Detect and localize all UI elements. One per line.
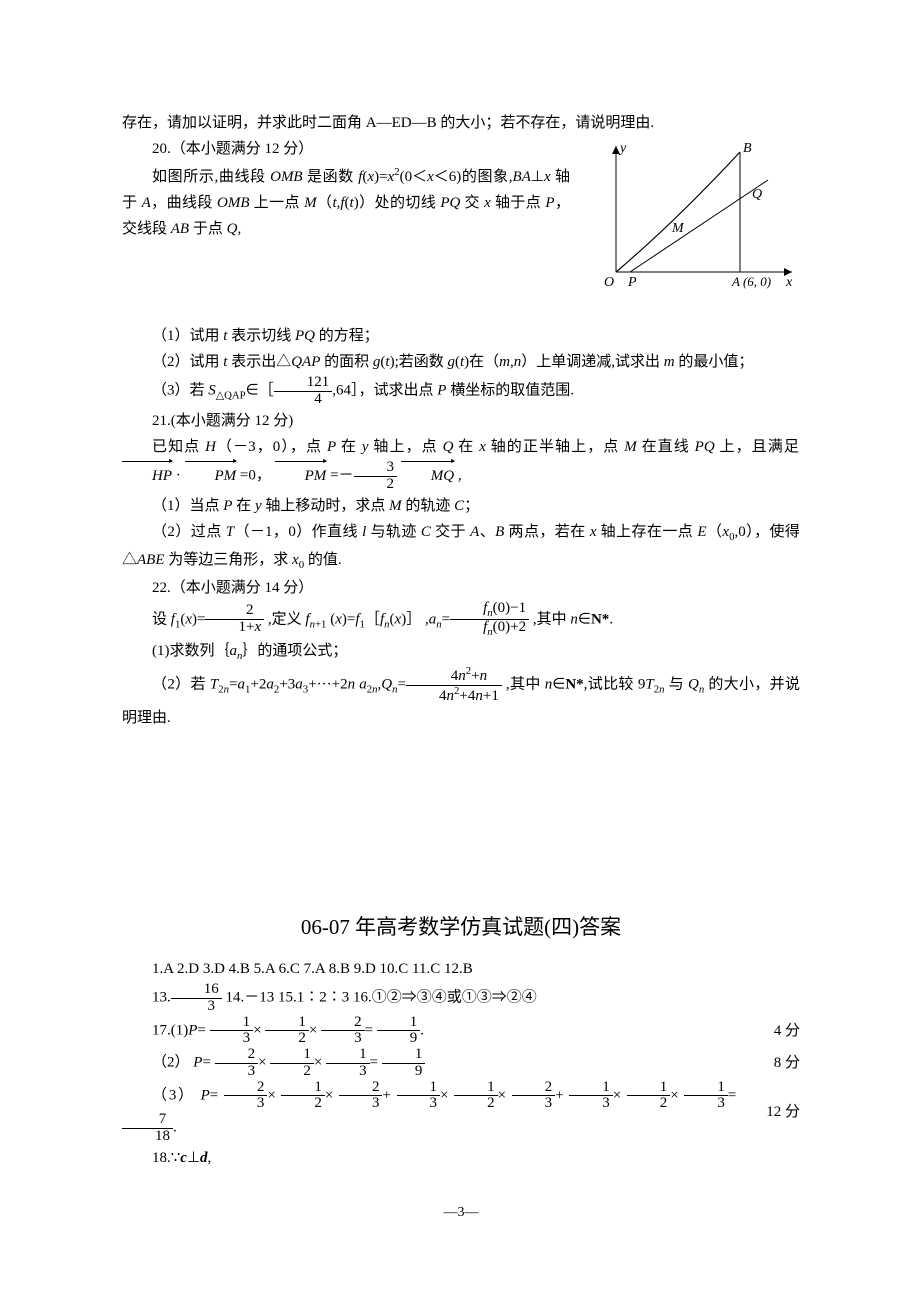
score-12: 12 分 (736, 1099, 800, 1125)
q21-sub1: （1）当点 P 在 y 轴上移动时，求点 M 的轨迹 C； (122, 493, 800, 519)
answers-fill: 13.163 14.－13 15.1∶2∶3 16.①②⇒③④或①③⇒②④ (122, 982, 800, 1015)
answers-mc: 1.A 2.D 3.D 4.B 5.A 6.C 7.A 8.B 9.D 10.C… (122, 956, 800, 982)
answer-17-2: （2） P= 23× 12× 13= 19 8 分 (122, 1047, 800, 1080)
q21-sub2: （2）过点 T（－1，0）作直线 l 与轨迹 C 交于 A、B 两点，若在 x … (122, 519, 800, 575)
answers-title: 06-07 年高考数学仿真试题(四)答案 (122, 909, 800, 946)
q21-body: 已知点 H（－3，0），点 P 在 y 轴上，点 Q 在 x 轴的正半轴上，点 … (122, 434, 800, 493)
q22-header: 22.（本小题满分 14 分） (122, 575, 800, 601)
svg-text:A (6, 0): A (6, 0) (731, 274, 771, 289)
q20-diagram: y x O P A (6, 0) B M Q (580, 140, 800, 314)
answer-17-3: （3） P= 23× 12× 23+ 13× 12× 23+ 13× 12× 1… (122, 1080, 800, 1145)
svg-text:B: B (743, 141, 752, 156)
svg-text:P: P (627, 275, 637, 290)
svg-text:Q: Q (752, 187, 762, 202)
svg-text:M: M (671, 221, 685, 236)
q19-cont-text: 存在，请加以证明，并求此时二面角 A—ED—B 的大小；若不存在，请说明理由. (122, 115, 654, 131)
answer-18: 18.∵c⊥d, (122, 1145, 800, 1171)
q20-diagram-svg: y x O P A (6, 0) B M Q (580, 140, 800, 305)
q20-sub1: （1）试用 t 表示切线 PQ 的方程； (122, 323, 800, 349)
svg-text:O: O (604, 275, 614, 290)
svg-text:y: y (618, 141, 627, 156)
q22-sub1: (1)求数列｛an｝的通项公式； (122, 638, 800, 666)
q22-body: 设 f1(x)=21+x ,定义 fn+1 (x)=f1［fn(x)］ ,an=… (122, 601, 800, 639)
q22-sub2: （2）若 T2n=a1+2a2+3a3+···+2n a2n,Qn=4n2+n4… (122, 666, 800, 731)
score-8: 8 分 (744, 1050, 800, 1076)
answer-17-1: 17.(1)P= 13× 12× 23= 19. 4 分 (122, 1015, 800, 1048)
score-4: 4 分 (744, 1018, 800, 1044)
svg-text:x: x (785, 275, 793, 290)
q19-continuation: 存在，请加以证明，并求此时二面角 A—ED—B 的大小；若不存在，请说明理由. (122, 110, 800, 136)
q20-sub3: （3）若 S△QAP∈［1214,64］，试求出点 P 横坐标的取值范围. (122, 375, 800, 408)
q20-sub2: （2）试用 t 表示出△QAP 的面积 g(t);若函数 g(t)在（m,n）上… (122, 349, 800, 375)
page-number: —3— (122, 1201, 800, 1226)
q21-header: 21.(本小题满分 12 分) (122, 408, 800, 434)
